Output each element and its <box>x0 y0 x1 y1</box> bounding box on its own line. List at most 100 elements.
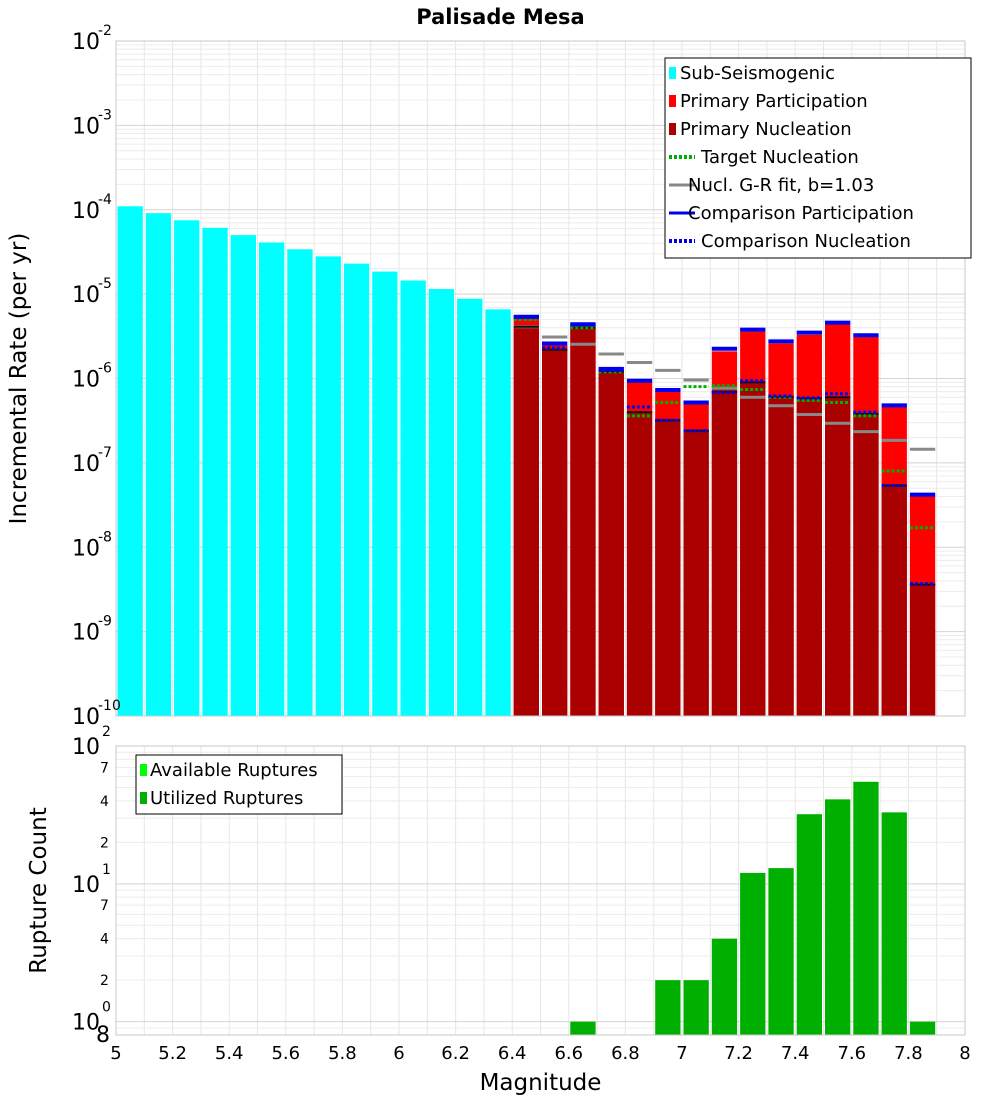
primary-nucleation-bar <box>683 430 709 716</box>
y-tick-label: 7 <box>100 760 109 776</box>
primary-nucleation-bar <box>655 420 681 716</box>
sub-seismogenic-bar <box>428 289 455 716</box>
x-axis-title: Magnitude <box>480 1070 602 1096</box>
legend-item: Target Nucleation <box>669 147 859 168</box>
y-tick-label: 7 <box>100 898 109 914</box>
y-tick-label: 10-6 <box>72 361 112 393</box>
y-tick-label: 10-5 <box>72 276 112 308</box>
sub-seismogenic-bar <box>174 220 200 717</box>
y-tick-label: 2 <box>100 835 109 851</box>
rate-y-axis-title: Incremental Rate (per yr) <box>6 233 32 525</box>
count-grid <box>115 745 966 1036</box>
legend-swatch <box>669 123 676 135</box>
x-tick-label: 6.6 <box>554 1043 583 1064</box>
legend-label: Comparison Participation <box>688 203 914 224</box>
utilized-ruptures-bar <box>711 938 738 1035</box>
legend-label: Target Nucleation <box>700 147 859 168</box>
y-tick-label: 10-10 <box>72 698 121 730</box>
x-tick-label: 5 <box>110 1043 121 1064</box>
y-tick-label: 102 <box>72 724 111 760</box>
x-tick-label: 7.8 <box>894 1043 923 1064</box>
y-tick-exponent: 1 <box>102 862 111 878</box>
y-tick-base: 10 <box>72 735 100 760</box>
primary-nucleation-bar <box>796 398 822 716</box>
count-plot-border <box>115 745 966 1036</box>
legend-swatch <box>140 764 147 776</box>
y-tick-base: 10 <box>72 283 100 308</box>
y-tick-label: 10-4 <box>72 192 112 224</box>
y-tick-minor: 4 <box>100 932 109 948</box>
y-tick-base: 10 <box>72 536 100 561</box>
utilized-ruptures-bar <box>853 781 879 1035</box>
sub-seismogenic-bar <box>372 271 398 716</box>
y-tick-minor: 2 <box>100 973 109 989</box>
legend-item: Sub-Seismogenic <box>669 63 835 84</box>
y-tick-exponent: -8 <box>98 529 112 545</box>
y-tick-base: 10 <box>72 199 100 224</box>
y-tick-exponent: -2 <box>98 23 112 39</box>
sub-seismogenic-bar <box>230 235 256 716</box>
sub-seismogenic-bar <box>400 280 426 716</box>
x-tick-label: 6.8 <box>611 1043 640 1064</box>
x-tick-label: 8 <box>959 1043 970 1064</box>
utilized-ruptures-bar <box>740 872 766 1035</box>
y-tick-exponent: -6 <box>98 361 112 377</box>
count-y-axis-title: Rupture Count <box>26 807 52 973</box>
rate-markers <box>513 314 936 586</box>
y-tick-base: 10 <box>72 621 100 646</box>
legend-swatch <box>669 95 676 107</box>
y-tick-label: 100 <box>72 1000 111 1036</box>
y-tick-label: 10-7 <box>72 445 112 477</box>
legend-label: Nucl. G-R fit, b=1.03 <box>688 175 874 196</box>
primary-nucleation-bar <box>853 413 879 716</box>
y-tick-label: 8 <box>96 1023 110 1048</box>
legend-item: Comparison Nucleation <box>669 231 911 252</box>
legend-label: Primary Participation <box>680 91 868 112</box>
primary-nucleation-bar <box>825 397 851 716</box>
legend-item: Comparison Participation <box>669 203 914 224</box>
x-tick-label: 7 <box>676 1043 687 1064</box>
x-ticks: 5 5.2 5.4 5.6 5.8 6 6.2 6.4 6.6 6.8 7 7.2 7.4 7.6 7.8 8 <box>110 1043 970 1064</box>
sub-seismogenic-bar <box>145 213 172 717</box>
y-tick-base: 10 <box>72 30 100 55</box>
legend-label: Available Ruptures <box>150 760 318 781</box>
x-tick-label: 5.6 <box>271 1043 300 1064</box>
sub-seismogenic-bar <box>287 249 313 716</box>
x-tick-label: 5.8 <box>328 1043 357 1064</box>
x-tick-label: 5.4 <box>215 1043 244 1064</box>
sub-seismogenic-bar <box>117 206 143 716</box>
sub-seismogenic-bar <box>343 263 370 716</box>
y-tick-label: 2 <box>100 973 109 989</box>
rate-plot-border <box>115 40 966 717</box>
primary-nucleation-bar <box>881 485 907 716</box>
y-tick-exponent: 0 <box>102 1000 111 1016</box>
primary-nucleation-bar <box>740 382 766 716</box>
utilized-ruptures-bar <box>570 1021 596 1035</box>
utilized-ruptures-bar <box>655 980 681 1035</box>
y-tick-label: 10-9 <box>72 614 112 646</box>
legend-box <box>135 754 343 815</box>
legend-swatch <box>669 67 676 79</box>
primary-nucleation-bar <box>598 371 624 716</box>
primary-nucleation-bar <box>626 412 653 716</box>
sub-seismogenic-bar <box>202 227 228 716</box>
utilized-ruptures-bar <box>909 1021 936 1035</box>
utilized-ruptures-bar <box>768 868 794 1035</box>
x-tick-label: 7.4 <box>781 1043 810 1064</box>
y-tick-exponent: -5 <box>98 276 112 292</box>
y-tick-base: 10 <box>72 1011 100 1036</box>
y-tick-label: 10-3 <box>72 107 112 139</box>
legend-item: Primary Participation <box>669 91 868 112</box>
y-tick-exponent: -7 <box>98 445 112 461</box>
utilized-ruptures-bar <box>825 799 851 1035</box>
x-tick-label: 7.2 <box>724 1043 753 1064</box>
sub-seismogenic-bar <box>259 242 285 716</box>
chart-title: Palisade Mesa <box>416 5 584 29</box>
primary-nucleation-bar <box>570 327 596 716</box>
y-tick-minor: 7 <box>100 760 109 776</box>
y-tick-label: 101 <box>72 862 111 898</box>
utilized-ruptures-bar <box>881 812 907 1035</box>
